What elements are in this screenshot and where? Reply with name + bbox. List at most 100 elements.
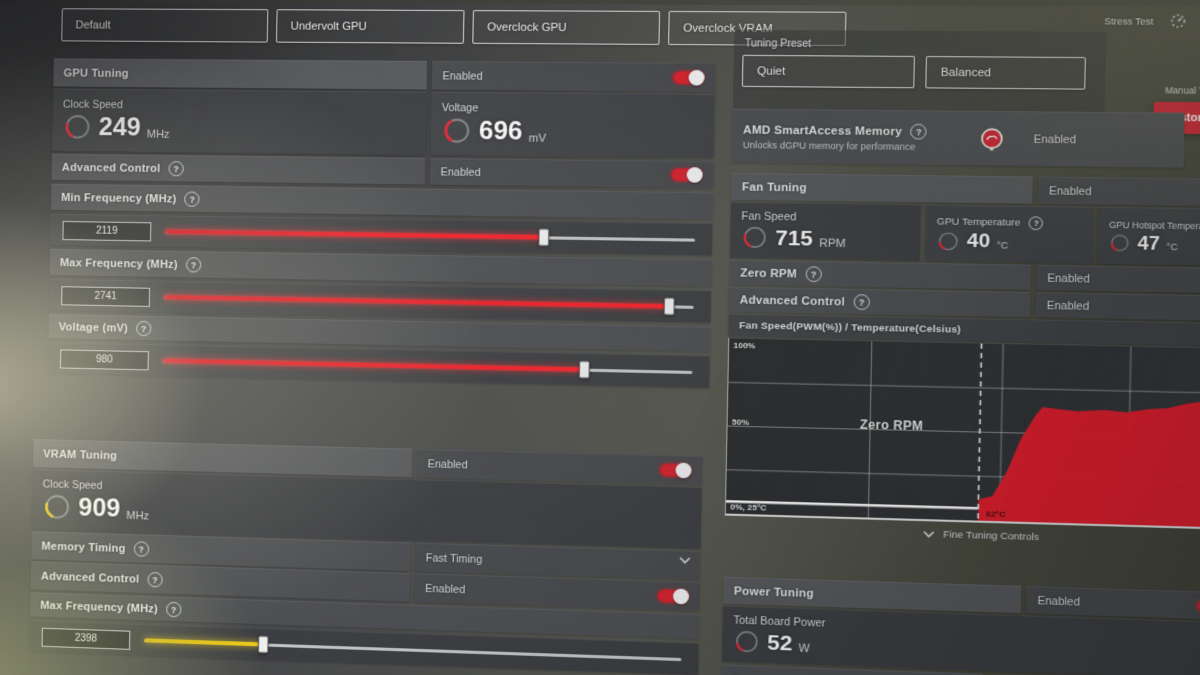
max-frequency-label: Max Frequency (MHz) [40, 599, 159, 616]
min-frequency-input[interactable]: 2119 [62, 220, 152, 241]
gpu-advanced-enabled-row: Enabled [429, 157, 714, 189]
help-icon[interactable]: ? [165, 601, 182, 618]
preset-quiet-button[interactable]: Quiet [741, 54, 915, 89]
board-power-gauge-icon [733, 628, 761, 656]
preset-undervolt-gpu-button[interactable]: Undervolt GPU [275, 9, 465, 44]
voltage-label: Voltage [441, 101, 479, 115]
voltage-input[interactable]: 980 [59, 348, 149, 370]
vram-max-frequency-slider[interactable] [144, 635, 682, 661]
gpu-advanced-toggle[interactable] [670, 167, 703, 182]
min-frequency-row: Min Frequency (MHz) ? [50, 183, 713, 220]
vram-clock-label: Clock Speed [42, 478, 103, 493]
smartaccess-memory-icon [979, 126, 1006, 151]
advanced-enabled-label: Enabled [425, 582, 466, 596]
gpu-hotspot-gauge-icon [1109, 232, 1132, 253]
zero-rpm-annotation: Zero RPM [859, 416, 924, 433]
fan-speed-cell: Fan Speed 715 RPM [729, 201, 921, 261]
min-frequency-label: Min Frequency (MHz) [61, 191, 177, 206]
min-frequency-slider-row: 2119 [50, 213, 713, 256]
y-tick-50: 50% [731, 417, 750, 428]
gpu-voltage-cell: Voltage 696 mV [430, 91, 715, 159]
clock-speed-unit: MHz [146, 128, 170, 141]
fan-speed-value: 715 [775, 225, 814, 251]
smartaccess-memory-section: AMD SmartAccess Memory ? Unlocks dGPU me… [731, 108, 1185, 168]
gpu-enabled-toggle[interactable] [672, 70, 705, 85]
max-frequency-label: Max Frequency (MHz) [59, 256, 178, 271]
voltage-slider[interactable] [162, 358, 693, 379]
help-icon[interactable]: ? [168, 161, 184, 177]
slider-thumb[interactable] [257, 635, 269, 654]
memory-timing-label: Memory Timing [41, 539, 126, 555]
slider-thumb[interactable] [578, 360, 590, 379]
topbar: Stress Test [1104, 13, 1200, 30]
help-icon[interactable]: ? [135, 320, 152, 337]
max-frequency-input[interactable]: 2741 [61, 285, 151, 307]
fan-speed-unit: RPM [819, 237, 846, 251]
vram-enabled-toggle[interactable] [659, 463, 692, 478]
gpu-temperature-value: 40 [966, 230, 991, 253]
help-icon[interactable]: ? [853, 294, 871, 311]
help-icon[interactable]: ? [185, 257, 202, 273]
chevron-down-icon[interactable] [679, 557, 691, 565]
max-frequency-slider[interactable] [164, 295, 694, 316]
total-board-power-unit: W [798, 642, 810, 656]
preset-overclock-gpu-button[interactable]: Overclock GPU [472, 10, 661, 45]
advanced-control-label: Advanced Control [40, 570, 140, 586]
x-label-62c: 62°C [985, 509, 1006, 520]
min-frequency-slider[interactable] [165, 228, 696, 247]
fan-curve-area[interactable] [978, 387, 1200, 529]
gpu-tuning-section: GPU Tuning Enabled Clock Speed 249 MHz V… [47, 58, 716, 388]
help-icon[interactable]: ? [910, 123, 928, 140]
y-tick-100: 100% [733, 340, 756, 351]
power-enabled-label: Enabled [1037, 594, 1081, 609]
memory-timing-value: Fast Timing [425, 551, 483, 566]
gpu-temperature-label: GPU Temperature [936, 215, 1021, 229]
smartaccess-enabled-label: Enabled [1033, 132, 1077, 146]
advanced-control-label: Advanced Control [739, 293, 846, 309]
gpu-advanced-control-row[interactable]: Advanced Control ? [51, 153, 426, 185]
vram-enabled-row: Enabled [416, 448, 703, 485]
manual-tuning-label: Manual Tuning [1164, 85, 1200, 96]
fan-enabled-row: Enabled [1037, 176, 1200, 207]
vram-enabled-label: Enabled [427, 457, 468, 471]
tuning-preset-buttons: Quiet Balanced [741, 54, 1086, 90]
fan-tuning-section: Fan Tuning Enabled Fan Speed 715 RPM GPU… [724, 172, 1200, 554]
preset-default-button[interactable]: Default [61, 8, 269, 43]
fan-curve-chart[interactable]: 100% 50% 0%, 25°C Zero RPM 62°C 100°C [724, 337, 1200, 531]
help-icon[interactable]: ? [1028, 215, 1044, 230]
help-icon[interactable]: ? [133, 541, 149, 557]
zero-rpm-enabled-row: Enabled [1036, 264, 1200, 294]
vram-tuning-section: VRAM Tuning Enabled Clock Speed 909 MHz … [29, 439, 703, 675]
zero-rpm-label: Zero RPM [740, 266, 798, 281]
fan-enabled-label: Enabled [1048, 184, 1092, 198]
help-icon[interactable]: ? [805, 266, 822, 283]
smartaccess-subtitle: Unlocks dGPU memory for performance [742, 139, 916, 153]
fan-advanced-control-row[interactable]: Advanced Control ? [728, 286, 1031, 318]
gpu-hotspot-value: 47 [1137, 232, 1161, 255]
gpu-enabled-row: Enabled [431, 60, 716, 92]
vram-clock-unit: MHz [126, 509, 150, 523]
zero-rpm-row: Zero RPM ? [729, 259, 1032, 290]
stress-test-label: Stress Test [1104, 15, 1154, 27]
gpu-temperature-gauge-icon [936, 229, 960, 252]
slider-thumb[interactable] [663, 297, 675, 316]
fine-tuning-label: Fine Tuning Controls [943, 528, 1040, 543]
power-tuning-title: Power Tuning [733, 584, 814, 600]
help-icon[interactable]: ? [147, 571, 163, 588]
preset-balanced-button[interactable]: Balanced [925, 55, 1086, 90]
power-tuning-section: Power Tuning Enabled Total Board Power 5… [721, 576, 1200, 675]
help-icon[interactable]: ? [184, 191, 201, 207]
slider-thumb[interactable] [538, 228, 550, 247]
vram-max-frequency-input[interactable]: 2398 [41, 627, 131, 650]
total-board-power-value: 52 [766, 630, 793, 656]
smartaccess-title: AMD SmartAccess Memory [742, 123, 903, 138]
vram-advanced-toggle[interactable] [656, 589, 690, 604]
stress-test-gauge-icon[interactable] [1170, 13, 1187, 29]
y-tick-0: 0%, 25°C [730, 502, 767, 513]
fan-chart-title: Fan Speed(PWM(%)) / Temperature(Celsius) [739, 320, 962, 336]
clock-speed-gauge-icon [65, 114, 90, 139]
voltage-gauge-icon [441, 115, 473, 146]
gpu-tuning-title: GPU Tuning [63, 66, 129, 80]
